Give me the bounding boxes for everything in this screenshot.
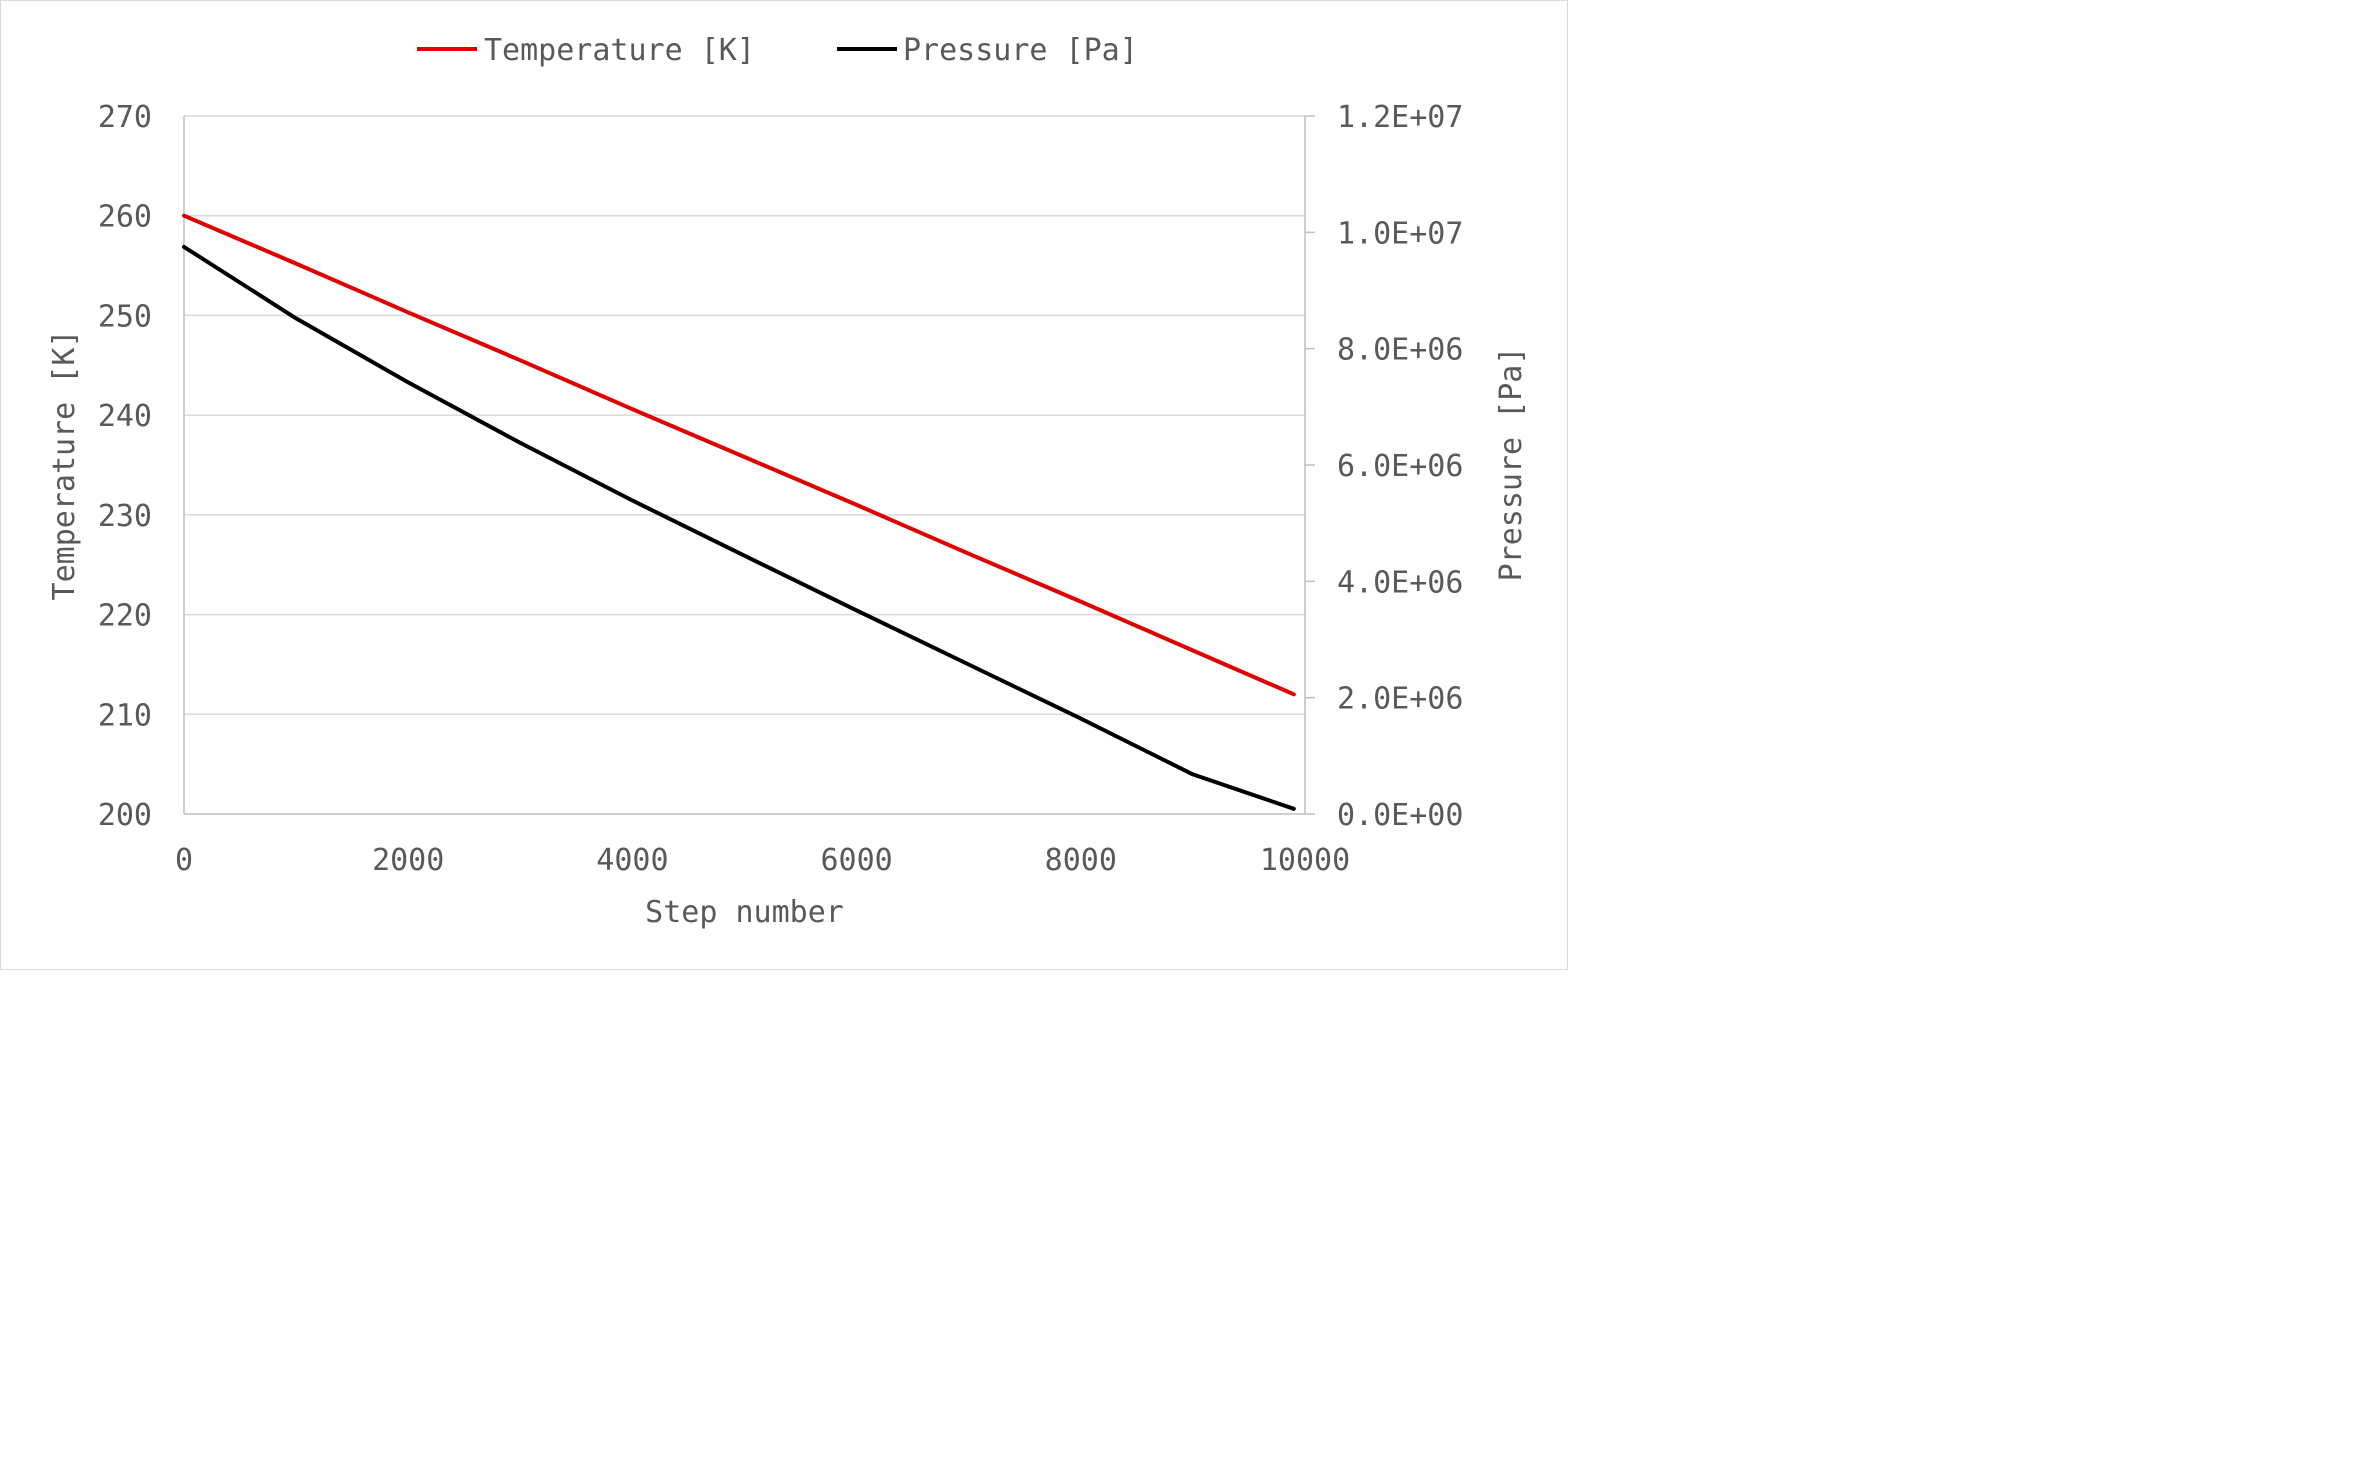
- x-tick-label-2: 4000: [596, 843, 668, 878]
- left-y-axis-title: Temperature [K]: [47, 330, 82, 601]
- gridlines: [184, 115, 1305, 716]
- legend: Temperature [K] Pressure [Pa]: [417, 33, 1138, 68]
- left-tick-label-7: 270: [98, 100, 152, 135]
- left-tick-label-0: 200: [98, 798, 152, 833]
- x-tick-label-1: 2000: [372, 843, 444, 878]
- legend-label-0: Temperature [K]: [484, 33, 755, 68]
- left-tick-label-4: 240: [98, 399, 152, 434]
- x-tick-label-3: 6000: [820, 843, 892, 878]
- right-y-axis-title: Pressure [Pa]: [1494, 347, 1529, 582]
- right-tick-label-0: 0.0E+00: [1337, 798, 1463, 833]
- right-tick-label-4: 8.0E+06: [1337, 333, 1463, 368]
- x-tick-label-4: 8000: [1045, 843, 1117, 878]
- series-line-1: [182, 244, 1296, 811]
- legend-label-1: Pressure [Pa]: [903, 33, 1138, 68]
- x-tick-label-0: 0: [175, 843, 193, 878]
- series-line-0: [182, 213, 1296, 697]
- series-lines: [182, 213, 1296, 811]
- left-tick-label-3: 230: [98, 499, 152, 534]
- right-tick-label-1: 2.0E+06: [1337, 682, 1463, 717]
- tick-labels: 200 210 220 230 240 250 260 270 0.0E+00 2.0E+06 4.…: [98, 100, 1464, 878]
- right-tick-label-5: 1.0E+07: [1337, 216, 1463, 251]
- left-tick-label-1: 210: [98, 698, 152, 733]
- left-tick-label-2: 220: [98, 599, 152, 634]
- right-tick-label-3: 6.0E+06: [1337, 449, 1463, 484]
- left-tick-label-5: 250: [98, 299, 152, 334]
- axes: [183, 115, 1315, 815]
- right-tick-label-6: 1.2E+07: [1337, 100, 1463, 135]
- chart-svg: 200 210 220 230 240 250 260 270 0.0E+00 2.0E+06 4.…: [47, 33, 1529, 930]
- x-tick-label-5: 10000: [1260, 843, 1350, 878]
- right-tick-label-2: 4.0E+06: [1337, 565, 1463, 600]
- chart-container: 200 210 220 230 240 250 260 270 0.0E+00 2.0E+06 4.…: [0, 0, 1568, 970]
- left-tick-label-6: 260: [98, 200, 152, 235]
- x-axis-title: Step number: [645, 895, 844, 930]
